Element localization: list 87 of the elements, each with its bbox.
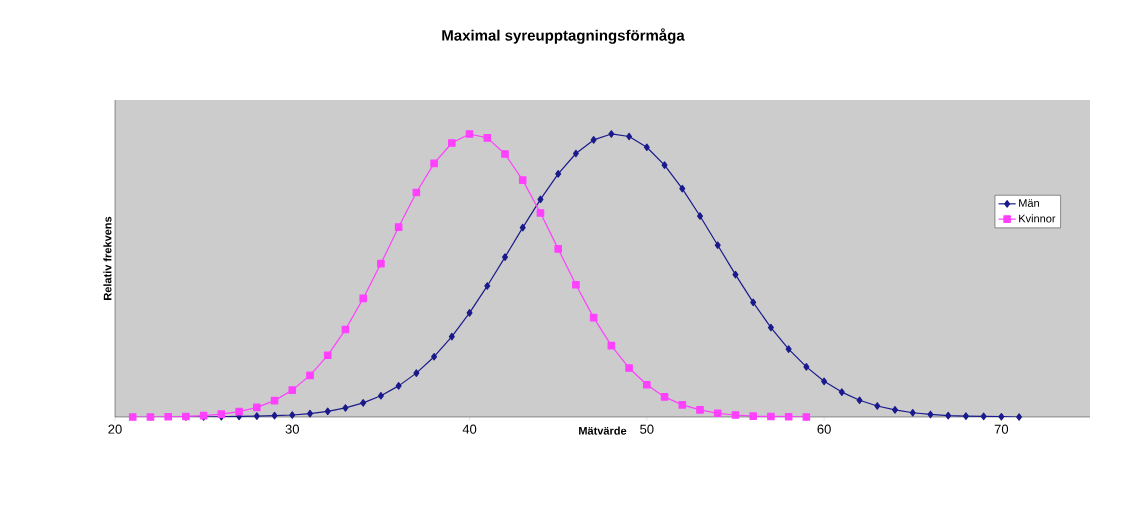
point [696,406,704,414]
point [874,402,881,410]
point [164,412,172,421]
point [980,412,987,421]
point [892,406,899,414]
point [909,408,916,417]
point [643,380,651,389]
point [518,176,527,184]
point [377,391,384,400]
point [767,412,775,421]
point [484,282,491,290]
point [394,223,403,231]
point [731,411,740,419]
y-axis-title: Relativ frekvens [103,216,112,300]
point [431,352,438,361]
point [626,132,633,141]
point [555,170,562,178]
point [856,396,863,405]
point [342,404,349,412]
point [128,413,137,421]
point [448,139,456,147]
point [359,294,367,303]
point [767,323,774,332]
point [625,364,633,372]
point [927,410,934,419]
point [289,411,296,419]
legend-label: Kvinnor [1019,214,1056,223]
point [661,161,668,169]
point [838,388,845,396]
point [608,130,615,138]
point [962,412,969,420]
point [607,341,616,350]
point [697,212,704,220]
point [465,130,474,138]
point [679,184,686,193]
point [945,411,952,420]
point [502,253,508,261]
point [821,377,828,386]
point [253,412,260,420]
point [271,411,278,420]
point [1016,413,1023,421]
x-tick-label: 70 [994,424,1009,434]
x-tick-label: 60 [817,424,831,434]
point [519,223,526,232]
point [395,382,402,390]
point [146,413,155,421]
x-tick-label: 20 [108,424,122,434]
point [235,407,243,416]
point [360,399,367,407]
point [324,407,331,416]
point [713,409,722,418]
point [749,412,757,420]
point [413,369,420,377]
point [537,195,544,204]
point [448,332,455,341]
point [572,149,579,158]
point [430,159,438,168]
point [802,413,811,421]
x-tick-label: 30 [285,424,299,434]
point [998,412,1005,421]
point [660,393,669,401]
point [501,150,509,158]
chart-title: Maximal syreupptagningsförmåga [442,28,685,44]
point [589,313,598,322]
point [253,403,261,412]
point [536,209,545,217]
point [323,351,332,360]
point [572,281,580,289]
point [288,386,297,394]
point [377,259,385,268]
point [803,363,810,371]
point [554,245,562,253]
point [732,270,739,279]
legend-label: Män [1019,199,1039,207]
point [784,412,793,421]
point [590,136,597,144]
point [678,401,687,409]
point [714,241,721,249]
point [750,298,757,307]
point [306,371,314,380]
x-tick-label: 50 [640,424,654,434]
point [785,345,792,353]
point [483,134,492,142]
point [643,143,650,152]
x-axis-title: Mätvärde [579,426,627,435]
point [466,309,473,317]
x-tick-label: 40 [462,424,477,434]
